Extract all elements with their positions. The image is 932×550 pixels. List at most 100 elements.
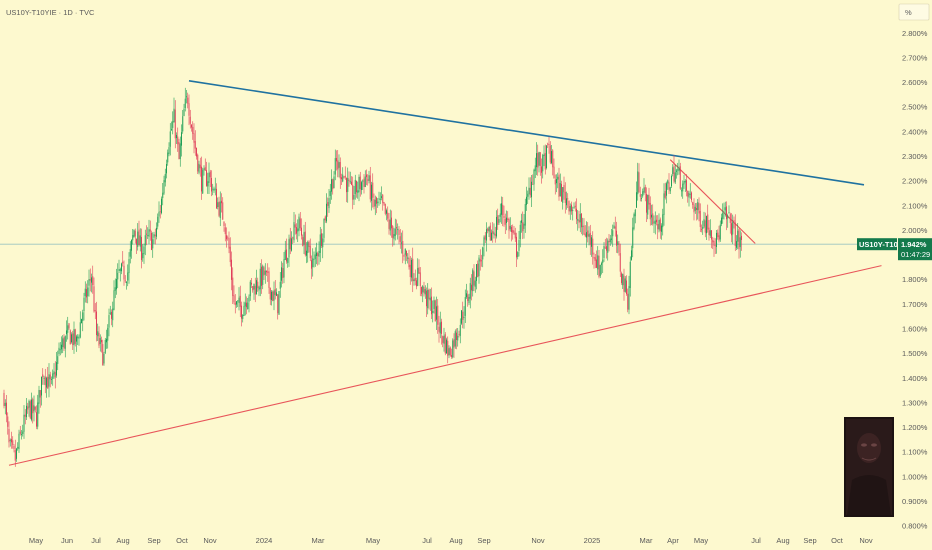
candle-body <box>36 412 37 427</box>
candle-body <box>498 219 500 223</box>
candle-body <box>544 153 546 170</box>
candle-body <box>238 297 240 303</box>
candle-body <box>311 260 312 269</box>
candle-body <box>596 259 597 268</box>
candle-body <box>87 287 89 297</box>
candle-body <box>437 305 439 325</box>
x-tick-label: Aug <box>116 536 129 545</box>
candle-body <box>197 154 199 172</box>
candle-body <box>83 297 85 312</box>
candle-body <box>346 178 347 193</box>
candle-body <box>737 230 739 242</box>
candle-body <box>177 136 179 145</box>
candle-body <box>708 227 710 235</box>
candle-body <box>292 237 294 239</box>
candle-body <box>384 203 386 214</box>
candle-body <box>84 288 86 297</box>
candle-body <box>522 222 524 232</box>
y-tick-label: 2.400% <box>902 127 928 136</box>
candle-body <box>246 302 247 308</box>
candle-body <box>328 198 330 209</box>
x-tick-label: Oct <box>831 536 844 545</box>
candle-body <box>293 222 295 241</box>
candle-body <box>378 198 380 200</box>
candle-body <box>728 212 730 214</box>
candle-body <box>704 220 706 233</box>
candle-body <box>111 311 112 319</box>
candle-body <box>462 311 464 320</box>
candle-body <box>571 204 572 212</box>
candle-body <box>443 335 445 344</box>
candle-body <box>546 145 547 168</box>
candle-body <box>267 271 269 273</box>
candle-body <box>471 284 472 291</box>
candle-body <box>179 143 181 160</box>
x-tick-label: Jul <box>422 536 432 545</box>
candle-body <box>411 259 412 278</box>
candle-body <box>686 180 687 191</box>
candle-body <box>8 428 10 443</box>
candle-body <box>616 230 617 246</box>
candle-body <box>598 255 600 277</box>
candle-body <box>57 356 59 364</box>
candle-body <box>334 158 336 175</box>
candle-body <box>629 261 631 288</box>
candle-body <box>448 348 450 356</box>
candle-body <box>609 238 611 243</box>
x-tick-label: Aug <box>776 536 789 545</box>
candle-body <box>231 259 232 280</box>
candle-body <box>711 230 712 240</box>
trendline[interactable] <box>669 159 756 244</box>
candle-body <box>427 289 429 309</box>
candle-body <box>3 392 5 407</box>
candle-body <box>499 213 501 217</box>
candle-body <box>119 269 121 271</box>
candle-body <box>528 187 530 195</box>
percent-button[interactable]: % <box>898 3 930 21</box>
candle-body <box>683 181 685 185</box>
candle-body <box>56 362 57 376</box>
candle-body <box>257 281 259 289</box>
candle-body <box>666 183 667 196</box>
candle-body <box>673 166 675 182</box>
candle-body <box>321 233 322 246</box>
candle-body <box>687 190 689 197</box>
candle-body <box>713 240 715 246</box>
candle-body <box>554 179 556 185</box>
candle-body <box>242 315 244 320</box>
candle-body <box>304 231 306 256</box>
candle-body <box>652 213 654 225</box>
candle-body <box>434 300 436 322</box>
candle-body <box>93 286 95 312</box>
trendline[interactable] <box>8 265 882 466</box>
candle-body <box>298 216 300 231</box>
candle-body <box>358 176 360 193</box>
candle-body <box>532 184 534 185</box>
price-tag: US10Y-T10YIE 1.942% 01:47:29 <box>857 238 932 261</box>
x-tick-label: Oct <box>176 536 189 545</box>
candle-body <box>621 273 622 283</box>
trendline[interactable] <box>188 80 865 186</box>
candle-body <box>47 376 49 389</box>
candle-body <box>156 227 157 237</box>
candle-body <box>727 215 729 219</box>
candle-body <box>401 242 402 244</box>
candle-body <box>553 166 555 178</box>
candle-body <box>563 184 565 193</box>
candle-body <box>283 259 285 278</box>
candle-body <box>701 229 702 231</box>
candle-body <box>723 211 725 213</box>
candle-body <box>556 179 557 184</box>
price-axis[interactable]: 0.800% 0.900% 1.000% 1.100% 1.200% 1.300% 1.40… <box>902 29 928 531</box>
candle-body <box>288 239 290 258</box>
candle-body <box>407 257 409 259</box>
candle-body <box>679 166 681 189</box>
candle-body <box>421 286 422 294</box>
time-axis[interactable]: May Jun Jul Aug Sep Oct Nov 2024 Mar May Jul Aug Sep… <box>29 536 873 545</box>
candle-body <box>519 224 521 240</box>
candle-body <box>248 296 250 302</box>
x-tick-label: May <box>29 536 43 545</box>
candle-body <box>654 220 656 224</box>
